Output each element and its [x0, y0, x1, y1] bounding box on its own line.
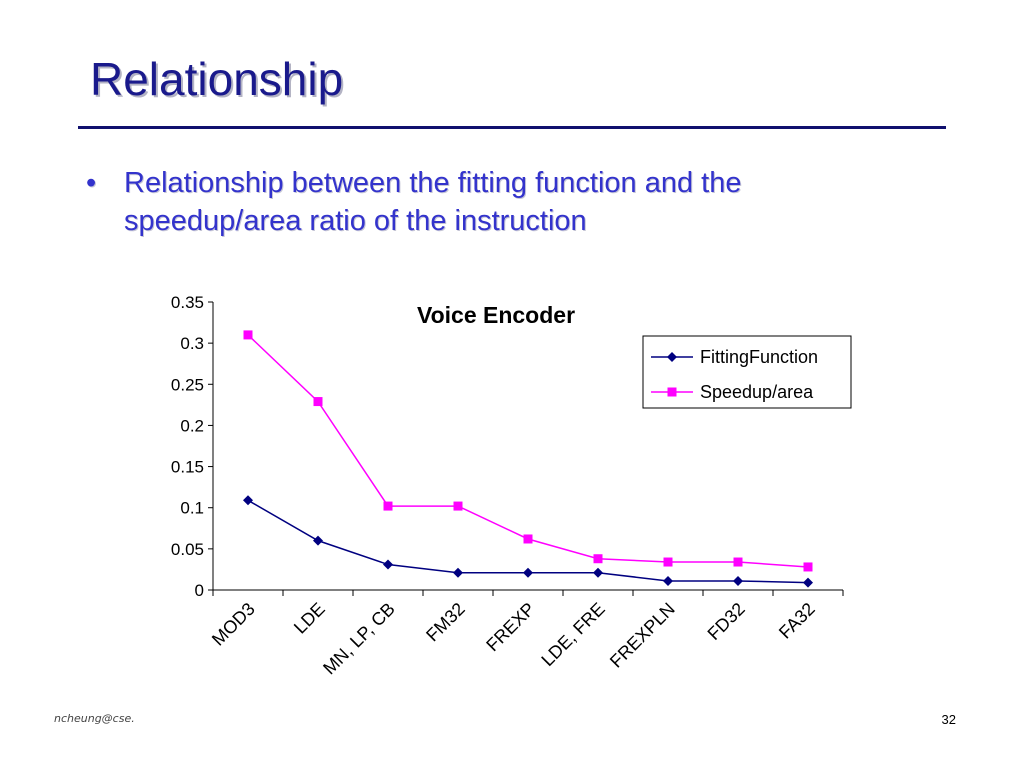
data-point	[243, 495, 253, 506]
legend-label: FittingFunction	[700, 347, 818, 367]
data-point	[243, 330, 253, 340]
data-point	[313, 397, 323, 407]
y-tick-label: 0.05	[171, 540, 204, 559]
x-tick-label: FD32	[704, 599, 749, 644]
y-tick-label: 0.35	[171, 293, 204, 312]
x-tick-label: LDE	[290, 599, 329, 638]
data-point	[593, 567, 603, 578]
data-point	[523, 567, 533, 578]
x-tick-label: FREXPLN	[606, 599, 679, 672]
footer-email: ncheung@cse.	[54, 712, 135, 725]
data-point	[383, 559, 393, 570]
y-tick-label: 0.25	[171, 375, 204, 394]
data-point	[663, 575, 673, 586]
chart-title: Voice Encoder	[417, 302, 575, 328]
x-tick-label: LDE, FRE	[537, 599, 608, 670]
x-tick-label: MOD3	[208, 599, 259, 650]
x-tick-label: FREXP	[482, 599, 539, 656]
y-tick-label: 0.1	[180, 499, 204, 518]
legend-label: Speedup/area	[700, 382, 814, 402]
data-point	[453, 501, 463, 511]
data-point	[803, 577, 813, 588]
data-point	[453, 567, 463, 578]
bullet-icon: •	[86, 167, 97, 199]
bullet-text: Relationship between the fitting functio…	[124, 167, 742, 237]
x-tick-label: FA32	[775, 599, 819, 643]
y-tick-label: 0.15	[171, 458, 204, 477]
x-tick-label: FM32	[422, 599, 469, 646]
data-point	[383, 501, 393, 511]
legend-marker-1	[667, 387, 677, 397]
data-point	[593, 554, 603, 564]
data-point	[733, 575, 743, 586]
legend-marker-0	[667, 352, 677, 362]
data-point	[803, 562, 813, 572]
page-number: 32	[941, 712, 956, 727]
data-point	[663, 557, 673, 567]
data-point	[523, 534, 533, 544]
slide-title: Relationship	[90, 53, 344, 105]
x-tick-label: MN, LP, CB	[319, 599, 399, 679]
data-point	[733, 557, 743, 567]
data-point	[313, 535, 323, 546]
y-tick-label: 0.2	[180, 416, 204, 435]
title-divider	[78, 126, 946, 129]
legend	[642, 335, 852, 409]
y-tick-label: 0.3	[180, 334, 204, 353]
bullet-point: • Relationship between the fitting funct…	[86, 164, 916, 240]
y-tick-label: 0	[195, 581, 204, 600]
